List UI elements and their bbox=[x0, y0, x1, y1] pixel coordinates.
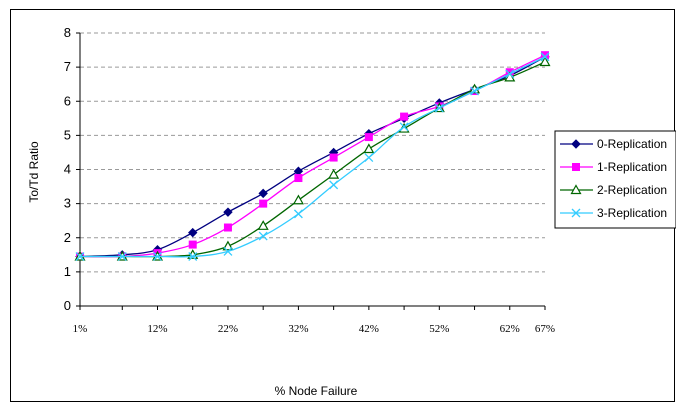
x-marker-stroke bbox=[329, 180, 339, 190]
data-point bbox=[505, 69, 515, 79]
data-point bbox=[153, 252, 162, 261]
legend-marker bbox=[571, 139, 581, 149]
x-tick-label: 42% bbox=[359, 323, 379, 335]
data-point bbox=[293, 209, 303, 219]
data-point bbox=[364, 133, 373, 142]
data-point bbox=[399, 122, 409, 132]
grid-lines bbox=[80, 32, 545, 273]
data-point bbox=[257, 220, 269, 230]
data-point bbox=[223, 207, 233, 217]
data-point bbox=[117, 252, 127, 261]
y-axis-title: To/Td Ratio bbox=[27, 141, 41, 203]
x-tick-label: 1% bbox=[73, 323, 88, 335]
series-1-Replication bbox=[76, 51, 549, 261]
series-0-Replication bbox=[75, 52, 550, 262]
legend: 0-Replication 1-Replication 2-Replication 3… bbox=[554, 130, 676, 229]
y-tick-label: 2 bbox=[64, 230, 71, 245]
data-point bbox=[470, 86, 480, 96]
data-point bbox=[363, 143, 375, 154]
x-marker-stroke bbox=[571, 208, 581, 218]
data-point bbox=[328, 168, 340, 179]
series-group bbox=[74, 51, 551, 262]
y-axis-ticks: 0 1 2 3 4 5 6 7 8 bbox=[64, 25, 80, 313]
x-tick-label: 52% bbox=[429, 323, 449, 335]
data-point bbox=[188, 240, 197, 249]
legend-item: 0-Replication bbox=[560, 137, 667, 151]
data-point bbox=[400, 112, 409, 121]
legend-marker bbox=[570, 184, 582, 195]
x-tick-label: 32% bbox=[288, 323, 308, 335]
y-tick-label: 3 bbox=[64, 196, 71, 211]
series-3-Replication bbox=[75, 52, 550, 261]
data-point bbox=[364, 153, 374, 163]
x-marker-stroke bbox=[399, 122, 409, 132]
data-point bbox=[294, 174, 303, 183]
y-tick-label: 8 bbox=[64, 25, 71, 40]
data-point bbox=[540, 52, 550, 62]
data-point bbox=[434, 103, 444, 113]
x-marker-stroke bbox=[434, 103, 444, 113]
y-tick-label: 1 bbox=[64, 264, 71, 279]
data-point bbox=[188, 227, 198, 238]
x-marker-stroke bbox=[223, 246, 233, 256]
data-point bbox=[223, 223, 232, 232]
series-line bbox=[80, 56, 546, 258]
x-tick-label: 67% bbox=[535, 323, 555, 335]
data-point bbox=[292, 194, 304, 205]
data-point bbox=[258, 188, 268, 199]
data-point bbox=[293, 166, 304, 176]
data-point bbox=[222, 240, 234, 251]
data-point bbox=[539, 56, 551, 67]
data-point bbox=[329, 180, 339, 190]
legend-item: 3-Replication bbox=[560, 206, 667, 220]
data-point bbox=[258, 231, 268, 241]
legend-label: 0-Replication bbox=[597, 137, 667, 151]
x-marker-stroke bbox=[364, 153, 374, 163]
x-tick-label: 22% bbox=[218, 323, 238, 335]
y-tick-label: 6 bbox=[64, 93, 71, 108]
x-marker-stroke bbox=[117, 252, 127, 261]
x-tick-label: 12% bbox=[147, 323, 167, 335]
x-marker-stroke bbox=[505, 69, 515, 79]
data-point bbox=[329, 153, 338, 162]
data-point bbox=[188, 252, 198, 261]
x-marker-stroke bbox=[470, 86, 480, 96]
data-point bbox=[75, 252, 85, 261]
y-tick-label: 7 bbox=[64, 59, 71, 74]
x-marker-stroke bbox=[153, 252, 162, 261]
legend-label: 3-Replication bbox=[597, 206, 667, 220]
x-tick-label: 62% bbox=[500, 323, 520, 335]
x-axis-title: % Node Failure bbox=[275, 384, 358, 398]
legend-item: 2-Replication bbox=[560, 183, 667, 197]
data-point bbox=[259, 199, 268, 208]
y-tick-label: 0 bbox=[64, 298, 71, 313]
y-tick-label: 4 bbox=[64, 162, 71, 177]
x-marker-stroke bbox=[258, 231, 268, 241]
legend-item: 1-Replication bbox=[560, 160, 667, 174]
legend-marker bbox=[572, 163, 580, 171]
data-point bbox=[223, 246, 233, 256]
legend-marker bbox=[571, 208, 581, 218]
x-marker-stroke bbox=[540, 52, 550, 62]
legend-label: 2-Replication bbox=[597, 183, 667, 197]
x-axis-ticks: 1% 12% 22% 32% 42% 52% 62% 67% bbox=[73, 306, 555, 335]
x-marker-stroke bbox=[75, 252, 85, 261]
legend-label: 1-Replication bbox=[597, 160, 667, 174]
x-marker-stroke bbox=[188, 252, 198, 261]
y-tick-label: 5 bbox=[64, 127, 71, 142]
x-marker-stroke bbox=[293, 209, 303, 219]
